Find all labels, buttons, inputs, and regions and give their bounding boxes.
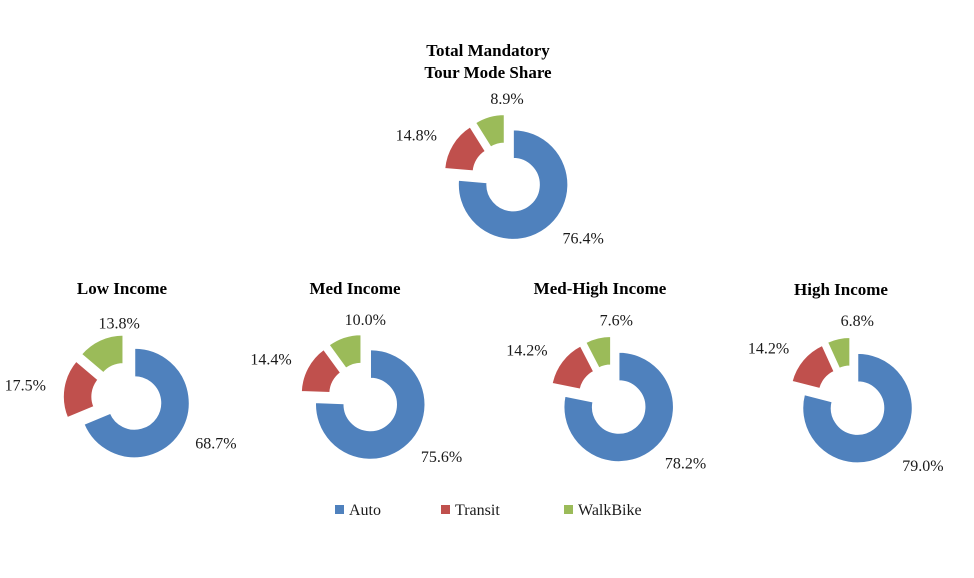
slice-walkbike bbox=[826, 336, 851, 370]
donut-chart-1: Total Mandatory Tour Mode Share 76.4% 14.8%… bbox=[396, 41, 604, 247]
slice-walkbike bbox=[80, 334, 124, 375]
slice-transit bbox=[551, 344, 595, 391]
slice-auto bbox=[314, 348, 426, 461]
legend-label-walkbike: WalkBike bbox=[578, 502, 642, 519]
chart-title: High Income bbox=[794, 280, 888, 299]
legend-swatch-auto bbox=[335, 505, 344, 514]
data-label-walkbike: 8.9% bbox=[490, 91, 523, 108]
slice-auto bbox=[801, 352, 914, 464]
chart-title: Med Income bbox=[309, 279, 401, 298]
slice-transit bbox=[443, 125, 487, 172]
chart-title: Total Mandatory bbox=[426, 41, 550, 60]
chart-title: Low Income bbox=[77, 279, 168, 298]
slice-walkbike bbox=[327, 333, 362, 370]
data-label-auto: 78.2% bbox=[665, 456, 706, 473]
slice-transit bbox=[300, 348, 342, 394]
legend-label-transit: Transit bbox=[455, 502, 500, 519]
slice-auto bbox=[562, 351, 675, 463]
data-label-walkbike: 13.8% bbox=[99, 316, 140, 333]
data-label-transit: 17.5% bbox=[5, 377, 46, 394]
chart-title: Med-High Income bbox=[534, 279, 667, 298]
data-label-transit: 14.4% bbox=[250, 351, 291, 368]
slice-auto bbox=[82, 347, 191, 459]
chart-title: Tour Mode Share bbox=[424, 63, 552, 82]
slice-transit bbox=[62, 359, 100, 419]
legend: Auto Transit WalkBike bbox=[335, 502, 642, 519]
slice-transit bbox=[790, 344, 836, 390]
data-label-auto: 76.4% bbox=[563, 230, 604, 247]
data-label-walkbike: 6.8% bbox=[841, 313, 874, 330]
donut-chart-4: Med-High Income 78.2% 14.2% 7.6% bbox=[506, 279, 706, 473]
slice-walkbike bbox=[584, 335, 612, 370]
data-label-auto: 75.6% bbox=[421, 449, 462, 466]
data-label-walkbike: 10.0% bbox=[345, 312, 386, 329]
donut-chart-5: High Income 79.0% 14.2% 6.8% bbox=[748, 280, 944, 475]
donut-chart-3: Med Income 75.6% 14.4% 10.0% bbox=[250, 279, 462, 466]
data-label-auto: 68.7% bbox=[195, 435, 236, 452]
data-label-transit: 14.8% bbox=[396, 127, 437, 144]
legend-swatch-transit bbox=[441, 505, 450, 514]
donut-chart-2: Low Income 68.7% 17.5% 13.8% bbox=[5, 279, 237, 459]
data-label-transit: 14.2% bbox=[748, 340, 789, 357]
data-label-walkbike: 7.6% bbox=[600, 312, 633, 329]
legend-swatch-walkbike bbox=[564, 505, 573, 514]
data-label-auto: 79.0% bbox=[902, 458, 943, 475]
slice-auto bbox=[457, 128, 569, 241]
slice-walkbike bbox=[474, 113, 506, 149]
legend-label-auto: Auto bbox=[349, 502, 381, 519]
data-label-transit: 14.2% bbox=[506, 343, 547, 360]
